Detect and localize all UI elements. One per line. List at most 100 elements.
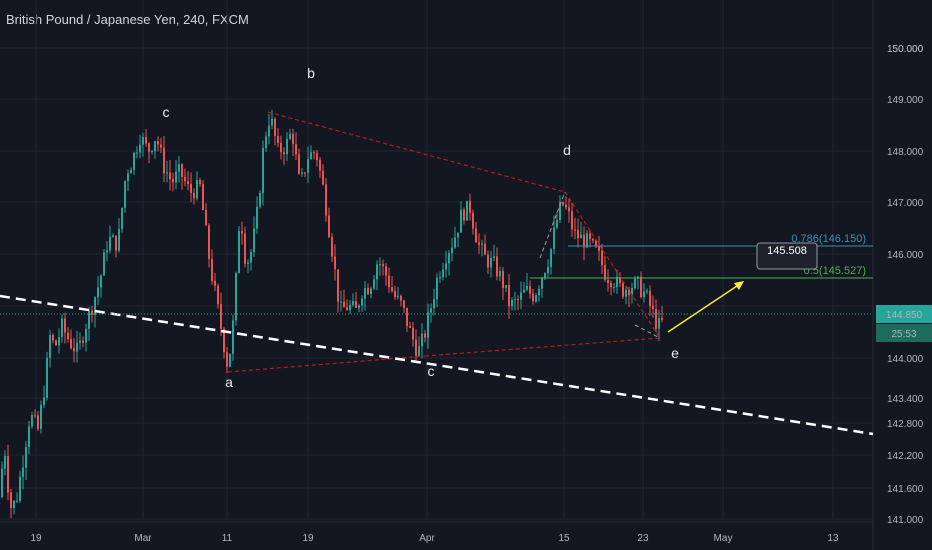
candle-body	[253, 228, 255, 252]
candle-body	[580, 234, 582, 239]
candle-body	[175, 171, 177, 183]
candle-body	[13, 500, 15, 508]
candle-body	[649, 290, 651, 306]
candle-body	[598, 246, 600, 251]
candle-body	[139, 144, 141, 153]
candle-body	[265, 136, 267, 149]
candle-body	[577, 229, 579, 239]
candle-body	[106, 250, 108, 253]
fib-level-label: 0.5(145.527)	[804, 265, 866, 277]
candle-body	[517, 299, 519, 301]
candle-body	[166, 172, 168, 174]
candle-body	[202, 184, 204, 211]
candle-body	[469, 200, 471, 213]
candle-body	[550, 249, 552, 267]
candle-body	[460, 209, 462, 233]
candle-body	[415, 339, 417, 357]
candle-body	[49, 335, 51, 358]
candle-body	[25, 447, 27, 468]
candle-body	[358, 305, 360, 308]
candle-body	[343, 301, 345, 308]
candle-body	[424, 333, 426, 338]
candle-body	[355, 301, 357, 308]
candle-body	[205, 210, 207, 226]
candle-body	[562, 202, 564, 205]
countdown-tag	[876, 324, 932, 342]
trendline-dashed[interactable]	[0, 294, 874, 436]
candle-body	[622, 283, 624, 297]
candle-body	[628, 289, 630, 295]
candle-body	[496, 256, 498, 277]
candle-body	[229, 353, 231, 367]
candle-body	[376, 264, 378, 280]
candle-body	[268, 125, 270, 137]
candle-body	[334, 256, 336, 270]
candle-body	[466, 200, 468, 221]
arrow-head-icon	[734, 281, 744, 290]
candle-body	[160, 144, 162, 148]
candle-body	[361, 298, 363, 306]
candle-body	[571, 211, 573, 230]
candle-body	[421, 333, 423, 347]
candle-body	[556, 219, 558, 228]
candle-body	[658, 318, 660, 329]
candle-body	[163, 147, 165, 174]
candle-body	[646, 290, 648, 292]
candle-body	[409, 326, 411, 328]
candle-body	[643, 291, 645, 298]
candle-body	[445, 263, 447, 270]
candle-body	[379, 264, 381, 266]
candle-body	[499, 270, 501, 277]
candle-body	[502, 270, 504, 288]
candle-body	[256, 206, 258, 229]
candle-body	[4, 455, 6, 469]
candle-body	[241, 231, 243, 234]
candle-body	[583, 234, 585, 248]
candle-body	[103, 252, 105, 276]
candle-body	[226, 352, 228, 367]
candle-body	[541, 277, 543, 289]
wave-connector	[634, 324, 661, 339]
candle-body	[322, 170, 324, 185]
candle-body	[451, 247, 453, 254]
candle-body	[178, 164, 180, 172]
candle-body	[613, 287, 615, 289]
target-price-box[interactable]	[756, 242, 818, 270]
candle-body	[373, 279, 375, 289]
candle-body	[16, 500, 18, 502]
candle-body	[214, 280, 216, 286]
candle-body	[319, 159, 321, 171]
candle-body	[43, 397, 45, 406]
candle-body	[76, 342, 78, 352]
candle-body	[298, 154, 300, 174]
candle-body	[7, 455, 9, 493]
candle-body	[547, 266, 549, 274]
candle-body	[112, 235, 114, 238]
y-tick-label: 144.000	[887, 354, 924, 365]
y-tick-label: 142.200	[887, 451, 924, 462]
candle-body	[301, 172, 303, 174]
candle-body	[64, 318, 66, 333]
candle-body	[130, 169, 132, 174]
candle-body	[109, 237, 111, 251]
y-tick-label: 147.000	[887, 198, 924, 209]
candle-body	[85, 328, 87, 343]
candle-body	[1, 468, 3, 497]
triangle-line	[564, 191, 661, 339]
candle-body	[115, 235, 117, 251]
candle-body	[67, 332, 69, 340]
candle-body	[79, 340, 81, 343]
projection-arrow[interactable]	[667, 283, 741, 333]
current-price-tag	[876, 305, 932, 323]
candle-body	[247, 262, 249, 264]
candle-body	[505, 284, 507, 288]
candle-body	[316, 153, 318, 160]
candle-body	[310, 152, 312, 160]
candle-body	[439, 277, 441, 279]
candle-body	[400, 295, 402, 301]
candle-body	[487, 254, 489, 268]
candle-body	[388, 275, 390, 288]
candle-body	[514, 299, 516, 301]
candle-body	[478, 242, 480, 245]
